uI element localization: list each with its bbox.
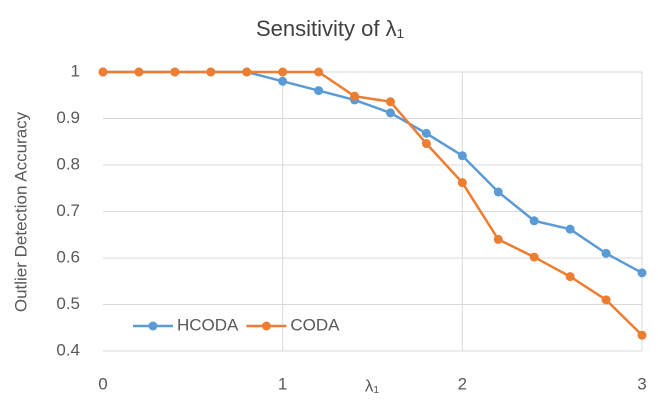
x-tick-label: 0 xyxy=(98,374,107,393)
data-point xyxy=(421,128,431,138)
data-point xyxy=(421,139,431,149)
y-tick-label: 0.7 xyxy=(56,201,80,220)
x-tick-label: 1 xyxy=(278,374,287,393)
data-point xyxy=(278,67,288,77)
data-point xyxy=(385,108,395,118)
series-line xyxy=(103,70,643,274)
data-point xyxy=(565,272,575,282)
data-point xyxy=(170,67,180,77)
data-point xyxy=(457,178,467,188)
y-axis-label: Outlier Detection Accuracy xyxy=(11,111,30,312)
data-point xyxy=(206,67,216,77)
data-point xyxy=(242,67,252,77)
data-point xyxy=(601,295,611,305)
y-tick-label: 0.4 xyxy=(56,340,80,359)
data-point xyxy=(493,234,503,244)
x-axis-label: λ₁ xyxy=(365,376,380,395)
y-tick-label: 0.5 xyxy=(56,294,80,313)
data-point xyxy=(98,67,108,77)
y-tick-label: 1 xyxy=(71,61,80,80)
data-point xyxy=(601,248,611,258)
data-point xyxy=(457,151,467,161)
data-point xyxy=(493,187,503,197)
chart-title: Sensitivity of λ₁ xyxy=(256,16,404,41)
data-point xyxy=(278,76,288,86)
legend-label: CODA xyxy=(290,315,340,334)
y-tick-label: 0.8 xyxy=(56,154,80,173)
data-point xyxy=(134,67,144,77)
data-point xyxy=(350,91,360,101)
data-point xyxy=(637,330,647,340)
x-tick-label: 2 xyxy=(458,374,467,393)
x-tick-label: 3 xyxy=(637,374,646,393)
data-point xyxy=(637,268,647,278)
legend-marker xyxy=(148,321,158,331)
data-point xyxy=(314,67,324,77)
legend-marker xyxy=(261,321,271,331)
y-tick-label: 0.6 xyxy=(56,247,80,266)
legend-label: HCODA xyxy=(177,315,239,334)
data-point xyxy=(314,86,324,96)
data-point xyxy=(529,216,539,226)
series-line xyxy=(103,70,643,337)
data-point xyxy=(385,97,395,107)
data-point xyxy=(529,252,539,262)
data-point xyxy=(565,224,575,234)
y-tick-label: 0.9 xyxy=(56,108,80,127)
